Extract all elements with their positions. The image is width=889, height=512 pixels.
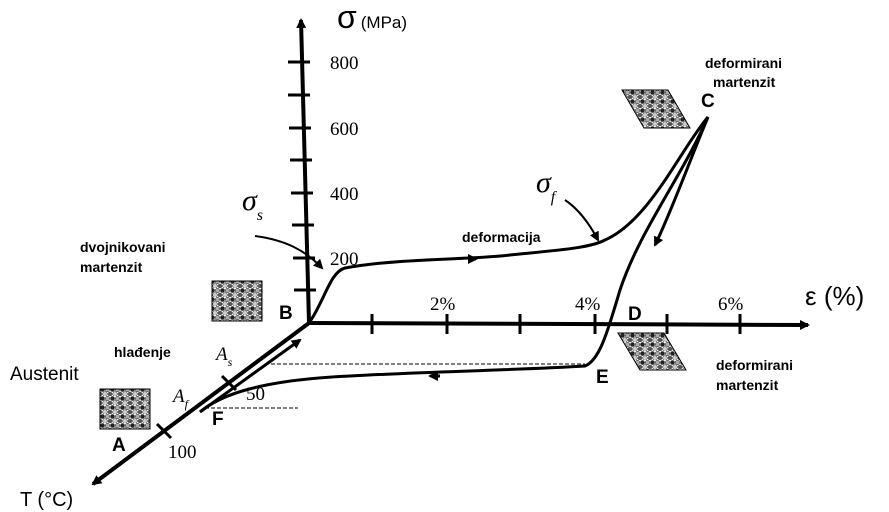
point-label: C (701, 91, 715, 112)
strain-tick: 2% (430, 294, 456, 315)
stress-tick: 400 (330, 184, 359, 205)
unloading-curve (199, 116, 710, 414)
point-label: B (279, 303, 293, 324)
heating-arrow (199, 338, 302, 414)
sigma-f: σf (536, 166, 558, 206)
lattices (99, 89, 691, 430)
point-labels: A B C D E F (112, 91, 715, 456)
curves (199, 116, 710, 414)
temp-tick: 100 (168, 442, 197, 463)
annotations: deformacija dvojnikovani martenzit defor… (80, 55, 793, 393)
strain-axis-title: ε (%) (805, 281, 864, 311)
dashed-lines (205, 363, 585, 409)
annotation: hlađenje (114, 344, 171, 360)
strain-tick: 4% (575, 294, 601, 315)
annotation: martenzit (713, 74, 776, 90)
sigma-s: σs (242, 184, 263, 224)
stress-tick: 600 (330, 119, 359, 140)
stress-tick: 200 (330, 249, 359, 270)
point-label: E (596, 367, 609, 388)
a-s: As (214, 344, 233, 369)
pointer (254, 235, 324, 270)
point-label: F (212, 409, 224, 430)
strain-tick: 6% (718, 294, 744, 315)
pointer (564, 199, 599, 242)
strain-axis (308, 319, 810, 330)
annotation: deformirani (716, 357, 793, 373)
symbols: σs σf As Af (171, 166, 558, 411)
temperature-axis (91, 321, 311, 486)
a-f: Af (171, 386, 190, 411)
annotation: deformirani (705, 55, 782, 71)
temp-axis-title: T (°C) (20, 489, 73, 511)
annotation: martenzit (80, 259, 143, 275)
point-label: A (112, 435, 126, 456)
annotation: martenzit (716, 377, 779, 393)
stress-axis-title: σ (MPa) (337, 0, 407, 35)
stress-tick: 800 (330, 53, 359, 74)
annotation: dvojnikovani (80, 239, 166, 255)
stress-axis (296, 18, 311, 324)
loading-curve (307, 116, 710, 324)
annotation: Austenit (10, 364, 79, 385)
tick-marks (155, 60, 742, 440)
annotation: deformacija (462, 229, 541, 245)
axes (91, 18, 810, 486)
tick-labels: 800 600 400 200 2% 4% 6% 50 100 (168, 53, 744, 463)
point-label: D (628, 304, 642, 325)
